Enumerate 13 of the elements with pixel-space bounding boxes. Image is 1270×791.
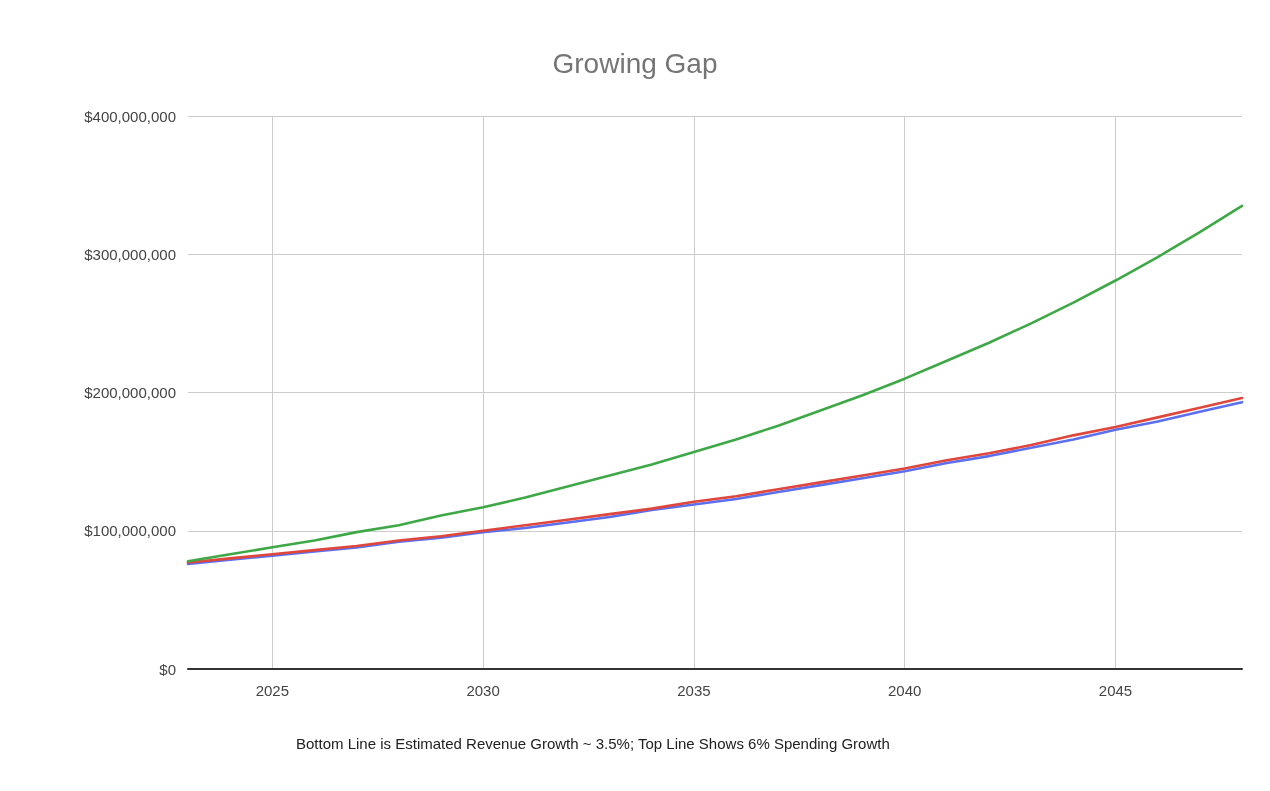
x-tick-label: 2035	[677, 682, 711, 699]
x-tick-label: 2030	[466, 682, 500, 699]
text: Bottom Line is Estimated Revenue Growth ~ 3.5%; Top Line Shows 6% Spending Growth	[296, 735, 890, 752]
x-tick-label: 2025	[255, 682, 290, 699]
y-tick-label: $0	[159, 660, 176, 678]
line-series	[186, 204, 1244, 563]
y-tick-label: $200,000,000	[84, 384, 176, 401]
y-tick-label: $100,000,000	[84, 522, 176, 540]
x-tick-label: 2040	[888, 682, 922, 699]
chart-title: Growing Gap	[552, 47, 718, 79]
x-tick-label: 2045	[1098, 682, 1133, 699]
y-tick-label: $400,000,000	[84, 107, 176, 125]
y-tick-label: $300,000,000	[84, 245, 176, 263]
